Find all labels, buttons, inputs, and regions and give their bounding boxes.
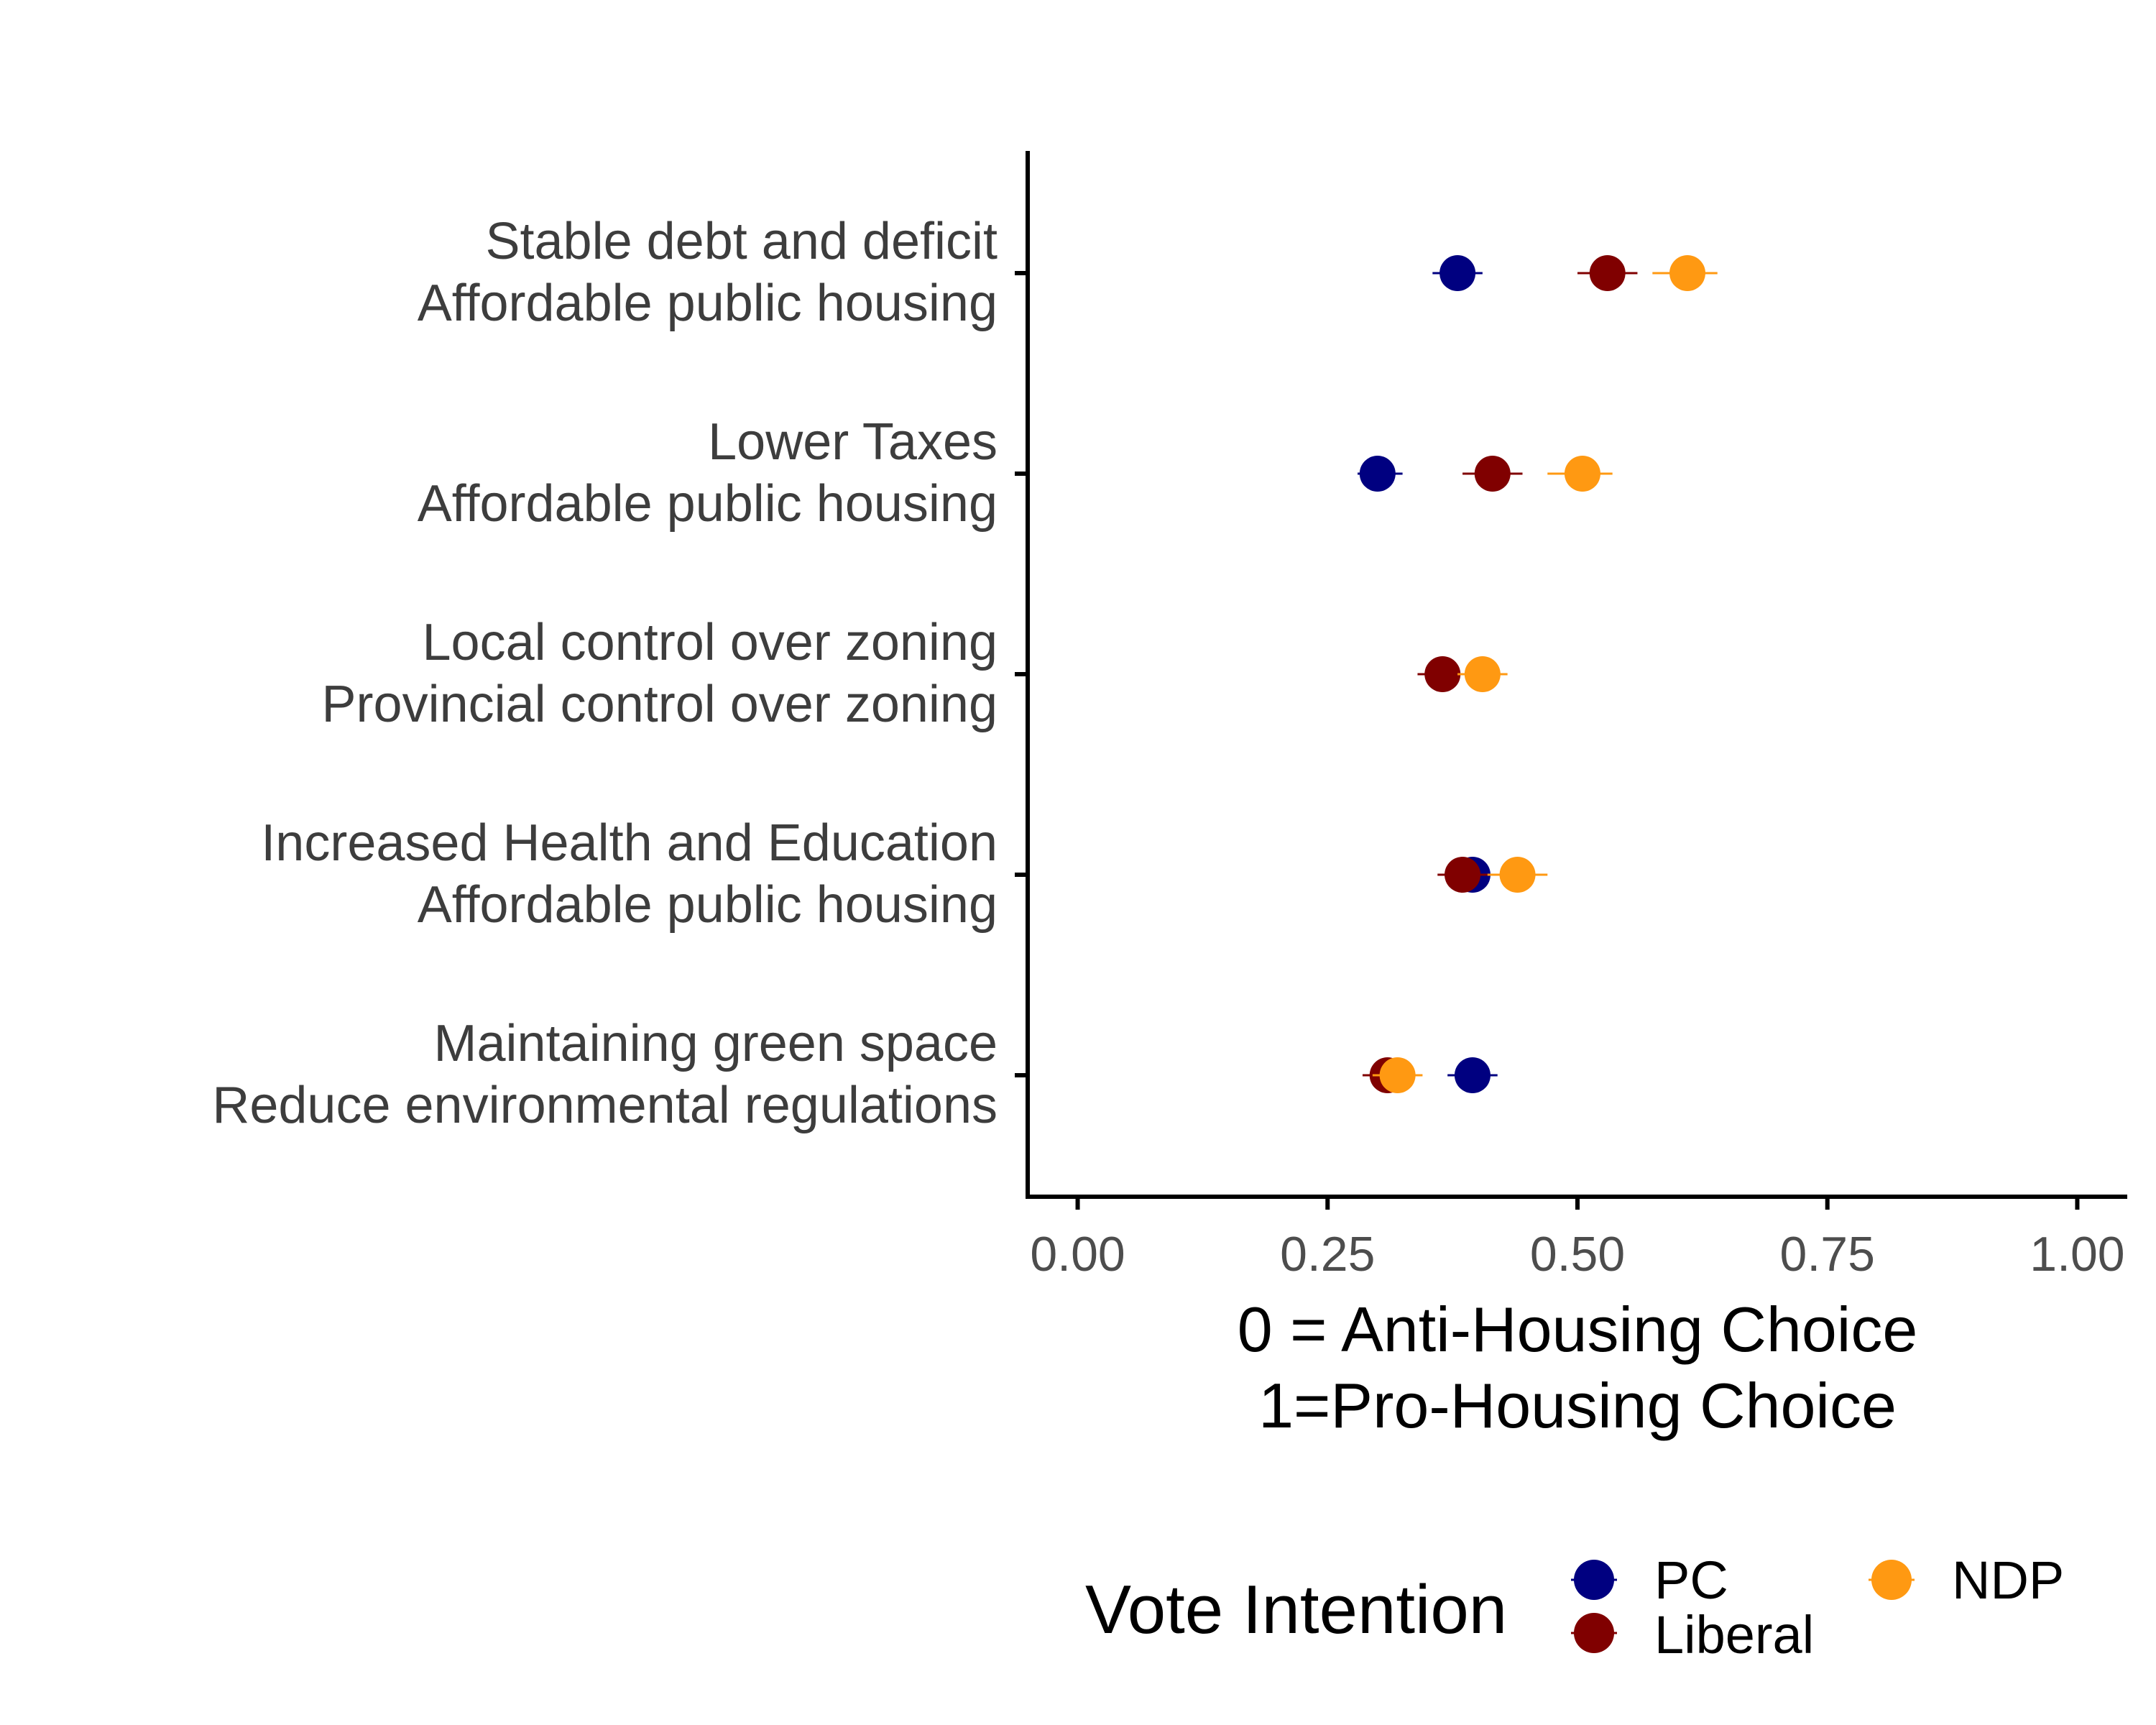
x-axis-ticks: 0.00 0.25 0.50 0.75 1.00	[1030, 1197, 2125, 1282]
legend-item: Liberal	[1571, 1605, 1814, 1665]
category-label: Lower Taxes Affordable public housing	[418, 413, 998, 533]
category-label-line: Reduce environmental regulations	[212, 1077, 998, 1134]
data-point	[1474, 456, 1511, 492]
legend-item: PC	[1571, 1550, 1728, 1610]
legend-label: PC	[1654, 1550, 1728, 1610]
x-tick-label: 0.75	[1780, 1227, 1875, 1282]
legend-key-dot	[1574, 1613, 1614, 1653]
data-point	[1445, 857, 1481, 893]
category-label-line: Increased Health and Education	[261, 814, 998, 872]
data-point	[1379, 1057, 1416, 1093]
data-point	[1439, 255, 1476, 291]
category-label-line: Affordable public housing	[418, 475, 998, 533]
category-label-line: Affordable public housing	[418, 876, 998, 934]
y-axis-labels: Stable debt and deficit Affordable public…	[212, 213, 998, 1134]
data-point	[1499, 857, 1536, 893]
data-point	[1564, 456, 1600, 492]
x-tick-label: 0.25	[1280, 1227, 1375, 1282]
data-point	[1464, 656, 1501, 692]
x-tick-label: 0.00	[1030, 1227, 1125, 1282]
data-point	[1589, 255, 1626, 291]
x-tick-label: 0.50	[1530, 1227, 1625, 1282]
category-label-line: Stable debt and deficit	[485, 213, 998, 270]
category-label: Maintaining green space Reduce environmen…	[212, 1015, 998, 1134]
category-label-line: Affordable public housing	[418, 275, 998, 332]
data-point	[1669, 255, 1705, 291]
x-axis-title-line: 0 = Anti-Housing Choice	[1238, 1294, 1918, 1365]
data-points	[1358, 255, 1718, 1093]
data-point	[1424, 656, 1461, 692]
category-label-line: Provincial control over zoning	[322, 676, 998, 733]
category-label-line: Local control over zoning	[423, 614, 998, 671]
x-axis-title-line: 1=Pro-Housing Choice	[1258, 1370, 1897, 1441]
x-tick-label: 1.00	[2030, 1227, 2124, 1282]
category-label-line: Lower Taxes	[708, 413, 998, 471]
legend-key-dot	[1574, 1560, 1614, 1600]
legend-title: Vote Intention	[1085, 1571, 1507, 1648]
legend-item: NDP	[1869, 1550, 2064, 1610]
category-label: Local control over zoning Provincial cont…	[322, 614, 998, 733]
data-point	[1359, 456, 1396, 492]
category-label-line: Maintaining green space	[433, 1015, 998, 1072]
legend-label: NDP	[1952, 1550, 2064, 1610]
legend-label: Liberal	[1654, 1605, 1814, 1665]
category-label: Increased Health and Education Affordable…	[261, 814, 998, 934]
legend-key-dot	[1871, 1560, 1912, 1600]
data-point	[1454, 1057, 1491, 1093]
category-label: Stable debt and deficit Affordable public…	[418, 213, 998, 332]
